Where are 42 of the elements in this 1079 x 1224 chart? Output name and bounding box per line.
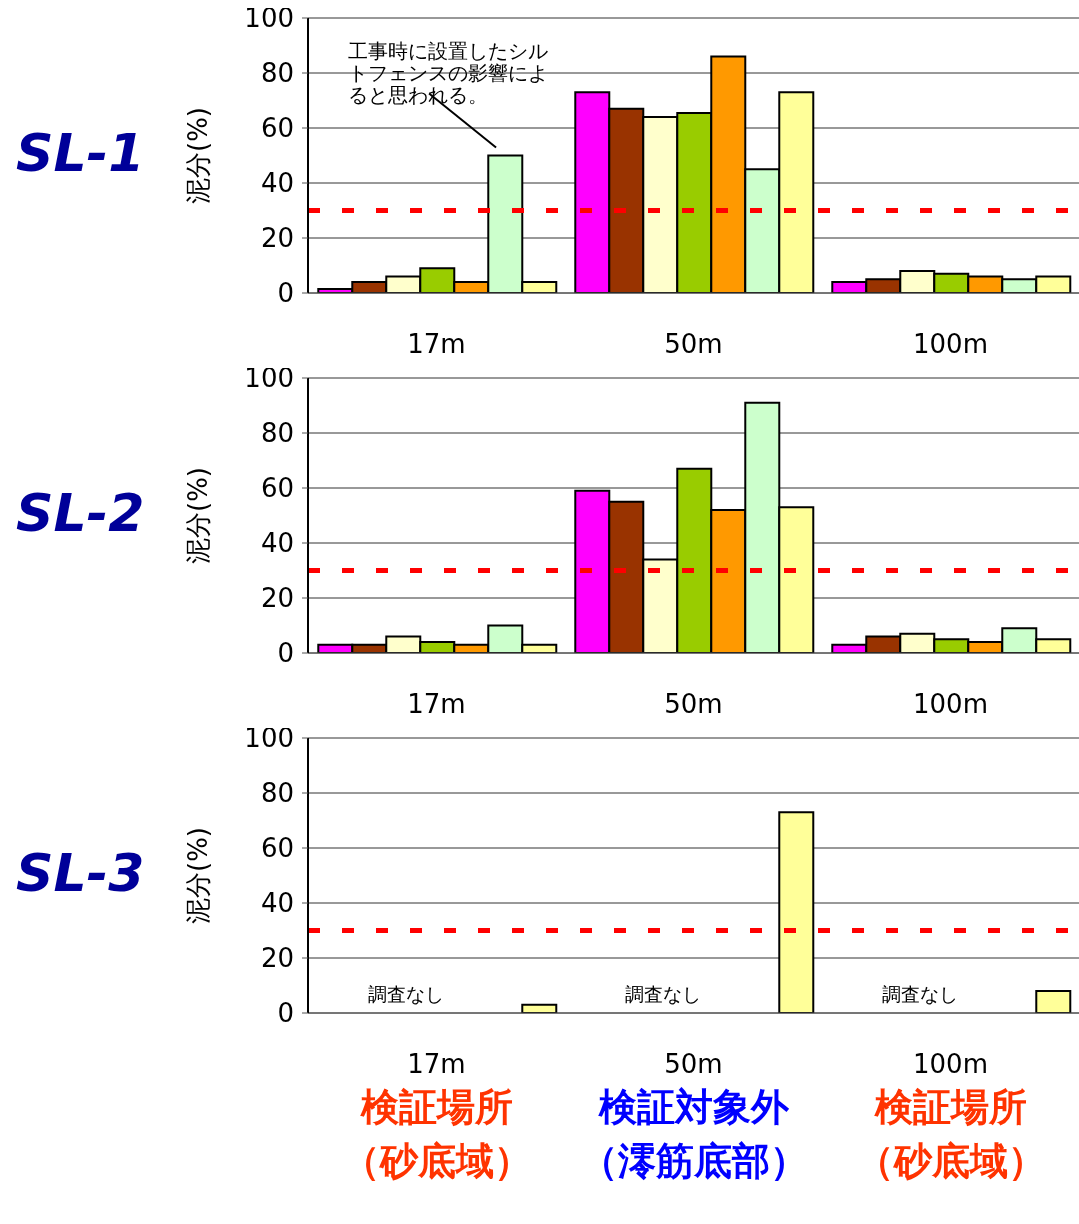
text: SL-1 — [16, 123, 145, 183]
bar — [778, 811, 815, 1013]
x-tick-label: 50m — [664, 1049, 723, 1080]
annotation: 調査なし — [624, 983, 701, 1005]
y-tick-label: 60 — [260, 113, 294, 144]
y-tick-label: 100 — [244, 3, 294, 34]
x-tick-label: 100m — [913, 1049, 988, 1080]
x-tick-label: 50m — [664, 329, 723, 360]
y-axis-title: 泥分(%) — [183, 827, 214, 924]
y-tick-label: 80 — [260, 58, 294, 89]
y-tick-label: 0 — [277, 278, 294, 309]
y-tick-label: 20 — [260, 583, 294, 614]
x-tick-label: 17m — [407, 329, 466, 360]
y-tick-label: 100 — [244, 363, 294, 394]
x-tick-label: 17m — [407, 689, 466, 720]
y-tick-label: 60 — [260, 473, 294, 504]
x-tick-label: 100m — [913, 689, 988, 720]
y-tick-label: 60 — [260, 833, 294, 864]
x-tick-label: 50m — [664, 689, 723, 720]
annotation: 工事時に設置したシルトフェンスの影響によると思われる。 — [348, 39, 549, 107]
y-tick-label: 0 — [277, 638, 294, 669]
y-tick-label: 40 — [260, 168, 294, 199]
text: 検証場所（砂底域） — [854, 1084, 1047, 1185]
text: SL-2 — [16, 483, 145, 543]
y-tick-label: 100 — [244, 723, 294, 754]
y-tick-label: 80 — [260, 778, 294, 809]
text: 検証対象外（澪筋底部） — [578, 1084, 809, 1185]
annotation: 調査なし — [881, 983, 958, 1005]
text: 検証場所（砂底域） — [340, 1084, 533, 1185]
x-tick-label: 100m — [913, 329, 988, 360]
y-tick-label: 20 — [260, 223, 294, 254]
y-tick-label: 0 — [277, 998, 294, 1029]
y-axis-title: 泥分(%) — [183, 107, 214, 204]
y-tick-label: 80 — [260, 418, 294, 449]
bar — [1035, 990, 1072, 1013]
annotation: 調査なし — [367, 983, 444, 1005]
x-tick-label: 17m — [407, 1049, 466, 1080]
y-tick-label: 40 — [260, 528, 294, 559]
y-tick-label: 20 — [260, 943, 294, 974]
text: SL-3 — [16, 843, 145, 903]
y-axis-title: 泥分(%) — [183, 467, 214, 564]
y-tick-label: 40 — [260, 888, 294, 919]
